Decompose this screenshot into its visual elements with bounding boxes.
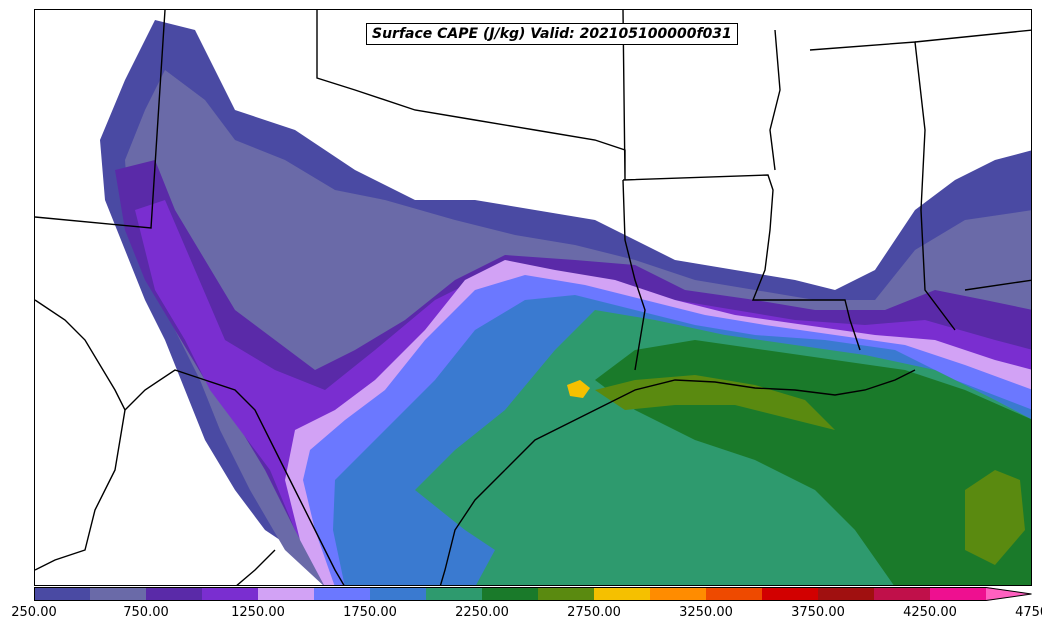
colorbar-outline <box>34 587 1032 601</box>
colorbar-segment <box>370 587 427 601</box>
colorbar-tick-label: 4750.00 <box>1015 605 1042 620</box>
colorbar-segment <box>146 587 203 601</box>
colorbar-tick-label: 2750.00 <box>567 605 621 620</box>
colorbar-tick-label: 1250.00 <box>231 605 285 620</box>
cape-contour-2500 <box>965 470 1025 565</box>
colorbar-segment <box>314 587 371 601</box>
colorbar-segment <box>986 587 1032 601</box>
cape-contour-2750 <box>567 380 590 398</box>
cape-field-map <box>35 10 1031 585</box>
colorbar-tick-label: 3250.00 <box>679 605 733 620</box>
colorbar <box>34 587 1032 601</box>
colorbar-segment <box>538 587 595 601</box>
colorbar-segment <box>930 587 987 601</box>
boundary-lines <box>35 10 1031 585</box>
colorbar-segment <box>426 587 483 601</box>
colorbar-tick-label: 250.00 <box>11 605 57 620</box>
colorbar-segment <box>34 587 91 601</box>
colorbar-segment <box>482 587 539 601</box>
colorbar-tick-label: 2250.00 <box>455 605 509 620</box>
colorbar-segment <box>594 587 651 601</box>
colorbar-tick-label: 1750.00 <box>343 605 397 620</box>
colorbar-segment <box>90 587 147 601</box>
colorbar-segment <box>650 587 707 601</box>
cape-contours <box>100 20 1031 585</box>
colorbar-segment <box>874 587 931 601</box>
colorbar-segment <box>762 587 819 601</box>
colorbar-tick-label: 3750.00 <box>791 605 845 620</box>
colorbar-tick-label: 4250.00 <box>903 605 957 620</box>
cape-contour-2500 <box>595 375 835 430</box>
colorbar-tick-label: 750.00 <box>123 605 169 620</box>
colorbar-segment <box>818 587 875 601</box>
colorbar-segment <box>258 587 315 601</box>
map-panel: Surface CAPE (J/kg) Valid: 202105100000f… <box>34 9 1032 586</box>
colorbar-segment <box>202 587 259 601</box>
map-title: Surface CAPE (J/kg) Valid: 202105100000f… <box>366 23 738 45</box>
colorbar-segment <box>706 587 763 601</box>
